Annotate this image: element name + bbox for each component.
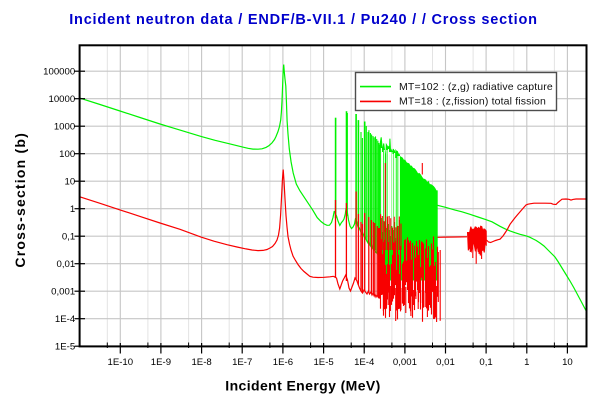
svg-text:10: 10: [65, 176, 76, 187]
svg-text:100000: 100000: [43, 66, 75, 77]
svg-text:1E-6: 1E-6: [273, 357, 293, 368]
svg-text:MT=102 : (z,g) radiative captu: MT=102 : (z,g) radiative capture: [399, 81, 553, 93]
svg-text:1000: 1000: [54, 121, 75, 132]
svg-text:Incident Energy (MeV): Incident Energy (MeV): [225, 378, 380, 394]
svg-text:1E-4: 1E-4: [55, 314, 76, 325]
svg-text:10000: 10000: [49, 94, 76, 105]
svg-text:1E-9: 1E-9: [151, 357, 171, 368]
svg-text:0,001: 0,001: [51, 286, 75, 297]
svg-text:1E-5: 1E-5: [313, 357, 333, 368]
svg-text:1: 1: [524, 357, 529, 368]
svg-text:1E-7: 1E-7: [232, 357, 252, 368]
svg-text:0,1: 0,1: [62, 231, 75, 242]
svg-text:10: 10: [562, 357, 573, 368]
svg-text:1E-8: 1E-8: [191, 357, 211, 368]
svg-text:0,001: 0,001: [393, 357, 417, 368]
svg-text:0,1: 0,1: [479, 357, 492, 368]
svg-text:0,01: 0,01: [436, 357, 455, 368]
svg-text:1: 1: [70, 204, 75, 215]
svg-text:Incident neutron data / ENDF/B: Incident neutron data / ENDF/B-VII.1 / P…: [69, 12, 538, 28]
svg-text:1E-4: 1E-4: [354, 357, 375, 368]
svg-text:MT=18 : (z,fission) total fiss: MT=18 : (z,fission) total fission: [399, 96, 546, 108]
svg-text:Cross-section (b): Cross-section (b): [12, 132, 28, 268]
svg-text:1E-5: 1E-5: [55, 341, 75, 352]
svg-text:100: 100: [59, 149, 75, 160]
svg-text:1E-10: 1E-10: [107, 357, 133, 368]
svg-text:0,01: 0,01: [57, 259, 76, 270]
